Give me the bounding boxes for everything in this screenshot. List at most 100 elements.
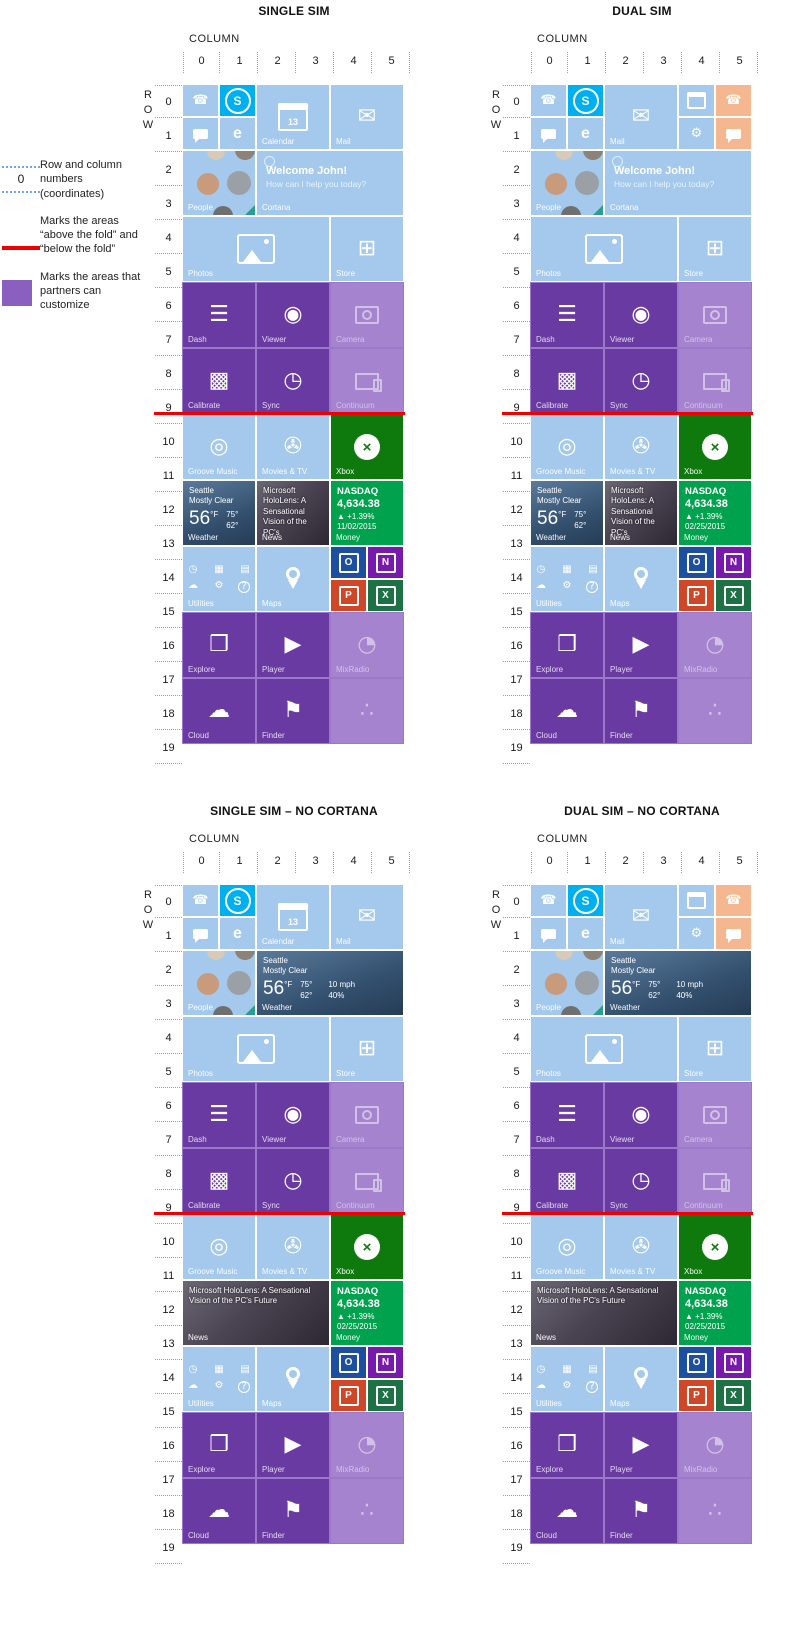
row-label-letter: W — [142, 919, 154, 931]
money-content: NASDAQ 4,634.38 ▲ +1.39% 11/02/2015 — [331, 481, 403, 545]
mail-icon: ✉ — [357, 104, 377, 129]
continuum-icon — [355, 372, 382, 392]
excel-icon: X — [375, 585, 396, 606]
tile-skype-icon: S — [220, 85, 255, 116]
tile-label: Calibrate — [536, 1201, 569, 1210]
col-number: 5 — [722, 852, 758, 873]
tile-powerpoint-icon: P — [679, 1380, 714, 1411]
tile-maps: Maps — [257, 1347, 329, 1411]
continuum-icon — [703, 1172, 730, 1192]
tile-label: Calibrate — [188, 1201, 221, 1210]
tile-maps: Maps — [605, 547, 677, 611]
row-number: 0 — [503, 885, 530, 918]
row-number: 5 — [503, 256, 530, 288]
utilities-icons: ◷ ▦ ▤ ☁ ⚙? — [534, 565, 600, 593]
avatar — [197, 173, 219, 195]
avatar — [227, 171, 251, 195]
excel-icon: X — [375, 1385, 396, 1406]
col-number: 3 — [298, 852, 334, 873]
weather-hi-lo: 75° 62° — [648, 979, 660, 1001]
dash-icon: ☰ — [209, 1102, 229, 1127]
player-icon: ▶ — [284, 1432, 302, 1457]
tile-skype-icon: S — [568, 885, 603, 916]
calibrate-icon: ▩ — [208, 1168, 230, 1193]
weather-content: Seattle Mostly Clear 56 °F 75° 62° 10 mph 40% — [605, 951, 751, 1015]
tile-label: MixRadio — [684, 1465, 718, 1474]
tile-label: Store — [684, 269, 704, 278]
tile-groove-music: ◎ Groove Music — [183, 1215, 255, 1279]
maps-icon — [633, 1367, 649, 1391]
row-number: 17 — [503, 1464, 530, 1496]
tile-store: ⊞ Store — [331, 1017, 403, 1081]
row-number: 18 — [155, 1498, 182, 1530]
tile-label: Finder — [262, 731, 285, 740]
money-change: ▲ +1.39% — [685, 1312, 723, 1321]
row-number: 3 — [155, 988, 182, 1020]
money-value: 4,634.38 — [685, 498, 728, 510]
tile-utilities: ◷ ▦ ▤ ☁ ⚙? Utilities — [183, 547, 255, 611]
continuum-icon — [355, 1172, 382, 1192]
tile-excel-icon: X — [368, 1380, 403, 1411]
xbox-icon: × — [354, 434, 380, 460]
xbox-icon: × — [702, 434, 728, 460]
tile-utilities: ◷ ▦ ▤ ☁ ⚙? Utilities — [531, 547, 603, 611]
tile-label: Store — [336, 269, 356, 278]
tile-label: Cloud — [536, 731, 557, 740]
store-icon: ⊞ — [705, 1036, 725, 1061]
skype-icon: S — [572, 87, 599, 114]
tile-cloud: ☁ Cloud — [183, 1479, 255, 1543]
tile-calibrate: ▩ Calibrate — [531, 349, 603, 413]
tile-label: News — [262, 533, 283, 542]
tile-continuum: Continuum — [679, 1149, 751, 1213]
row-number: 10 — [503, 426, 530, 458]
row-numbers: 0 1 2 3 4 5 6 7 8 9 10 11 12 13 14 15 16 17 18 19 — [155, 85, 182, 766]
tile-label: Movies & TV — [262, 467, 308, 476]
fold-line — [154, 1212, 405, 1215]
tile-label: Viewer — [610, 335, 635, 344]
tile-label: Photos — [536, 269, 561, 278]
weather-temp: 56 — [611, 978, 633, 999]
row-number: 2 — [503, 954, 530, 986]
calendar-day: 13 — [287, 117, 298, 127]
legend: 0 Row and column numbers (coordinates) M… — [2, 158, 150, 326]
calculator-icon: ▦ — [562, 1364, 572, 1375]
tile-dash: ☰ Dash — [531, 283, 603, 347]
tile-label: Sync — [262, 401, 280, 410]
tile-continuum: Continuum — [679, 349, 751, 413]
row-number: 9 — [155, 1192, 182, 1224]
weather-high: 75° — [226, 510, 239, 519]
tile-onenote-icon: N — [716, 1347, 751, 1378]
utilities-icons: ◷ ▦ ▤ ☁ ⚙? — [186, 1365, 252, 1393]
tile-xbox: × Xbox — [679, 1215, 751, 1279]
tile-label: MixRadio — [684, 665, 718, 674]
weather-unit: °F — [632, 980, 641, 989]
row-number: 10 — [155, 1226, 182, 1258]
message-icon — [541, 928, 556, 943]
calculator-icon: ▦ — [562, 564, 572, 575]
tile-mail: ✉ Mail — [605, 885, 677, 949]
gear-icon: ⚙ — [214, 580, 224, 591]
weather-low: 62° — [300, 991, 313, 1001]
news-headline: Microsoft HoloLens: A Sensational Vision… — [537, 1286, 659, 1306]
outlook-icon: O — [686, 552, 707, 573]
movies-icon: ✇ — [283, 434, 303, 459]
row-label-letter: W — [490, 119, 502, 131]
weather-precip: 40% — [676, 991, 693, 1001]
tile-excel-icon: X — [716, 1380, 751, 1411]
tile-cortana: Welcome John! How can I help you today? Co… — [605, 151, 751, 215]
camera-icon — [355, 306, 379, 324]
tile-onenote-icon: N — [368, 547, 403, 578]
money-date: 02/25/2015 — [685, 1322, 726, 1331]
row-number: 6 — [155, 290, 182, 322]
row-number: 0 — [155, 85, 182, 118]
tile-label: Maps — [262, 1399, 282, 1408]
tile-explore: ❒ Explore — [183, 1413, 255, 1477]
tile-edge-icon: e — [220, 918, 255, 949]
tile-label: Calibrate — [536, 401, 569, 410]
viewer-icon: ◉ — [283, 302, 303, 327]
tile-label: Player — [262, 665, 285, 674]
finder-icon: ⚑ — [283, 698, 303, 723]
